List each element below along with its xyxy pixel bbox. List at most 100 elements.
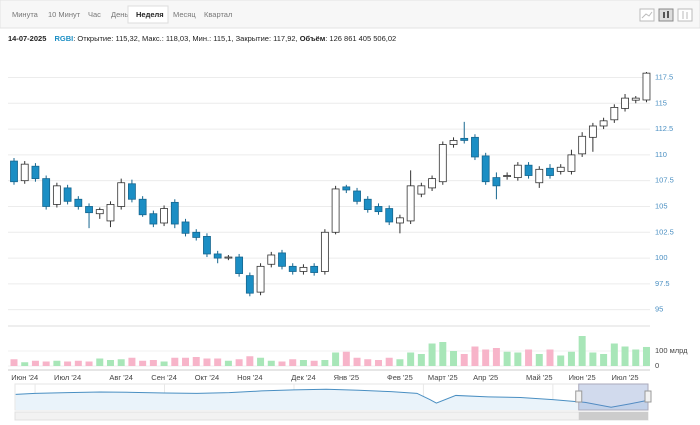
scrollbar-thumb[interactable] (578, 412, 648, 420)
candle-body (385, 208, 394, 223)
chart-style-icons (639, 8, 693, 22)
candle-body (621, 97, 629, 109)
candle-body (52, 185, 61, 205)
volume-bar (439, 342, 447, 366)
y-tick-label: 115 (655, 98, 667, 107)
candle-body (63, 187, 72, 202)
scrollbar-track (14, 411, 649, 421)
candle-body (85, 206, 93, 214)
candle-body (95, 209, 104, 215)
volume-bar (289, 359, 297, 366)
candle-body (10, 160, 18, 183)
candle-body (224, 256, 233, 259)
volume-bar (31, 360, 39, 366)
info-volume: : 126 861 405 506,02 (325, 34, 396, 43)
candle-body (170, 201, 179, 225)
volume-bar (450, 351, 458, 366)
candle-body (245, 275, 254, 294)
tab[interactable]: Час (88, 10, 101, 19)
volume-bar (21, 362, 29, 366)
volume-bar (589, 352, 597, 366)
volume-bar (299, 360, 307, 366)
x-tick-label: Июн '24 (11, 373, 38, 382)
tab[interactable]: 10 Минут (48, 10, 81, 19)
candle-body (460, 137, 469, 141)
candle-body (363, 198, 372, 210)
tab[interactable]: Неделя (136, 10, 164, 19)
x-tick-label: Апр '25 (473, 373, 498, 382)
x-tick-label: Июн '25 (569, 373, 596, 382)
volume-bar (139, 360, 147, 366)
candle-body (524, 164, 533, 176)
candle-icon[interactable] (658, 8, 674, 22)
candle-body (192, 231, 201, 238)
candle-body (642, 72, 651, 101)
volume-bar (353, 357, 361, 366)
volume-bar (85, 361, 93, 366)
candle-body (449, 140, 458, 145)
candle-body (353, 190, 361, 202)
candle-body (235, 256, 244, 274)
candle-body (374, 206, 383, 213)
volume-bar (160, 361, 168, 366)
candle-body (256, 265, 265, 293)
tab[interactable]: Квартал (204, 10, 232, 19)
volume-bar (246, 356, 254, 366)
candle-body (406, 185, 415, 222)
volume-bar (514, 352, 522, 366)
candle-body (471, 136, 479, 158)
volume-tick-label: 100 млрд (655, 346, 688, 355)
candle-body (74, 198, 83, 207)
x-tick-label: Июл '24 (54, 373, 81, 382)
candle-body (610, 107, 619, 121)
tab[interactable]: День (111, 10, 128, 19)
candle-body (288, 265, 297, 272)
x-tick-label: Дек '24 (291, 373, 315, 382)
candle-body (535, 168, 544, 184)
navigator-area (15, 389, 649, 410)
tab[interactable]: Минута (12, 10, 39, 19)
x-tick-label: Окт '24 (195, 373, 220, 382)
volume-bar (396, 359, 404, 366)
navigator-handle[interactable] (644, 390, 652, 403)
volume-bar (557, 355, 565, 366)
tab[interactable]: Месяц (173, 10, 196, 19)
info-date: 14-07-2025 (8, 34, 46, 43)
x-tick-label: Ноя '24 (237, 373, 263, 382)
candle-body (160, 208, 168, 224)
volume-bar (310, 360, 318, 366)
y-tick-label: 97.5 (655, 279, 670, 288)
volume-bar (610, 343, 618, 366)
candle-body (149, 213, 158, 225)
y-tick-label: 117.5 (655, 72, 673, 81)
x-tick-label: Сен '24 (151, 373, 177, 382)
volume-bar (428, 343, 436, 366)
volume-bar (106, 360, 114, 366)
candle-body (556, 166, 565, 172)
volume-bar (525, 349, 533, 366)
x-tick-label: Янв '25 (334, 373, 359, 382)
candle-icon-glyph (663, 12, 665, 18)
candle-body (128, 183, 136, 200)
volume-bar (460, 354, 468, 366)
candle-body (42, 178, 51, 207)
y-tick-label: 105 (655, 201, 668, 210)
candle-body (310, 265, 319, 273)
volume-bar (53, 360, 61, 366)
candle-body (213, 253, 222, 259)
volume-bar (471, 346, 479, 366)
candle-body (342, 186, 351, 191)
volume-bar (364, 359, 372, 366)
volume-bar (567, 351, 575, 366)
volume-bar (374, 360, 382, 366)
y-tick-label: 100 (655, 253, 668, 262)
info-line: 14-07-2025 RGBI: Открытие: 115,32, Макс.… (8, 34, 396, 43)
candle-body (546, 167, 554, 176)
bar-icon[interactable] (677, 8, 693, 22)
candle-body (106, 204, 115, 222)
volume-bar (235, 359, 243, 366)
candle-body (138, 198, 147, 216)
navigator-handle[interactable] (575, 390, 583, 403)
volume-bar (642, 346, 650, 366)
volume-bar (600, 354, 608, 366)
